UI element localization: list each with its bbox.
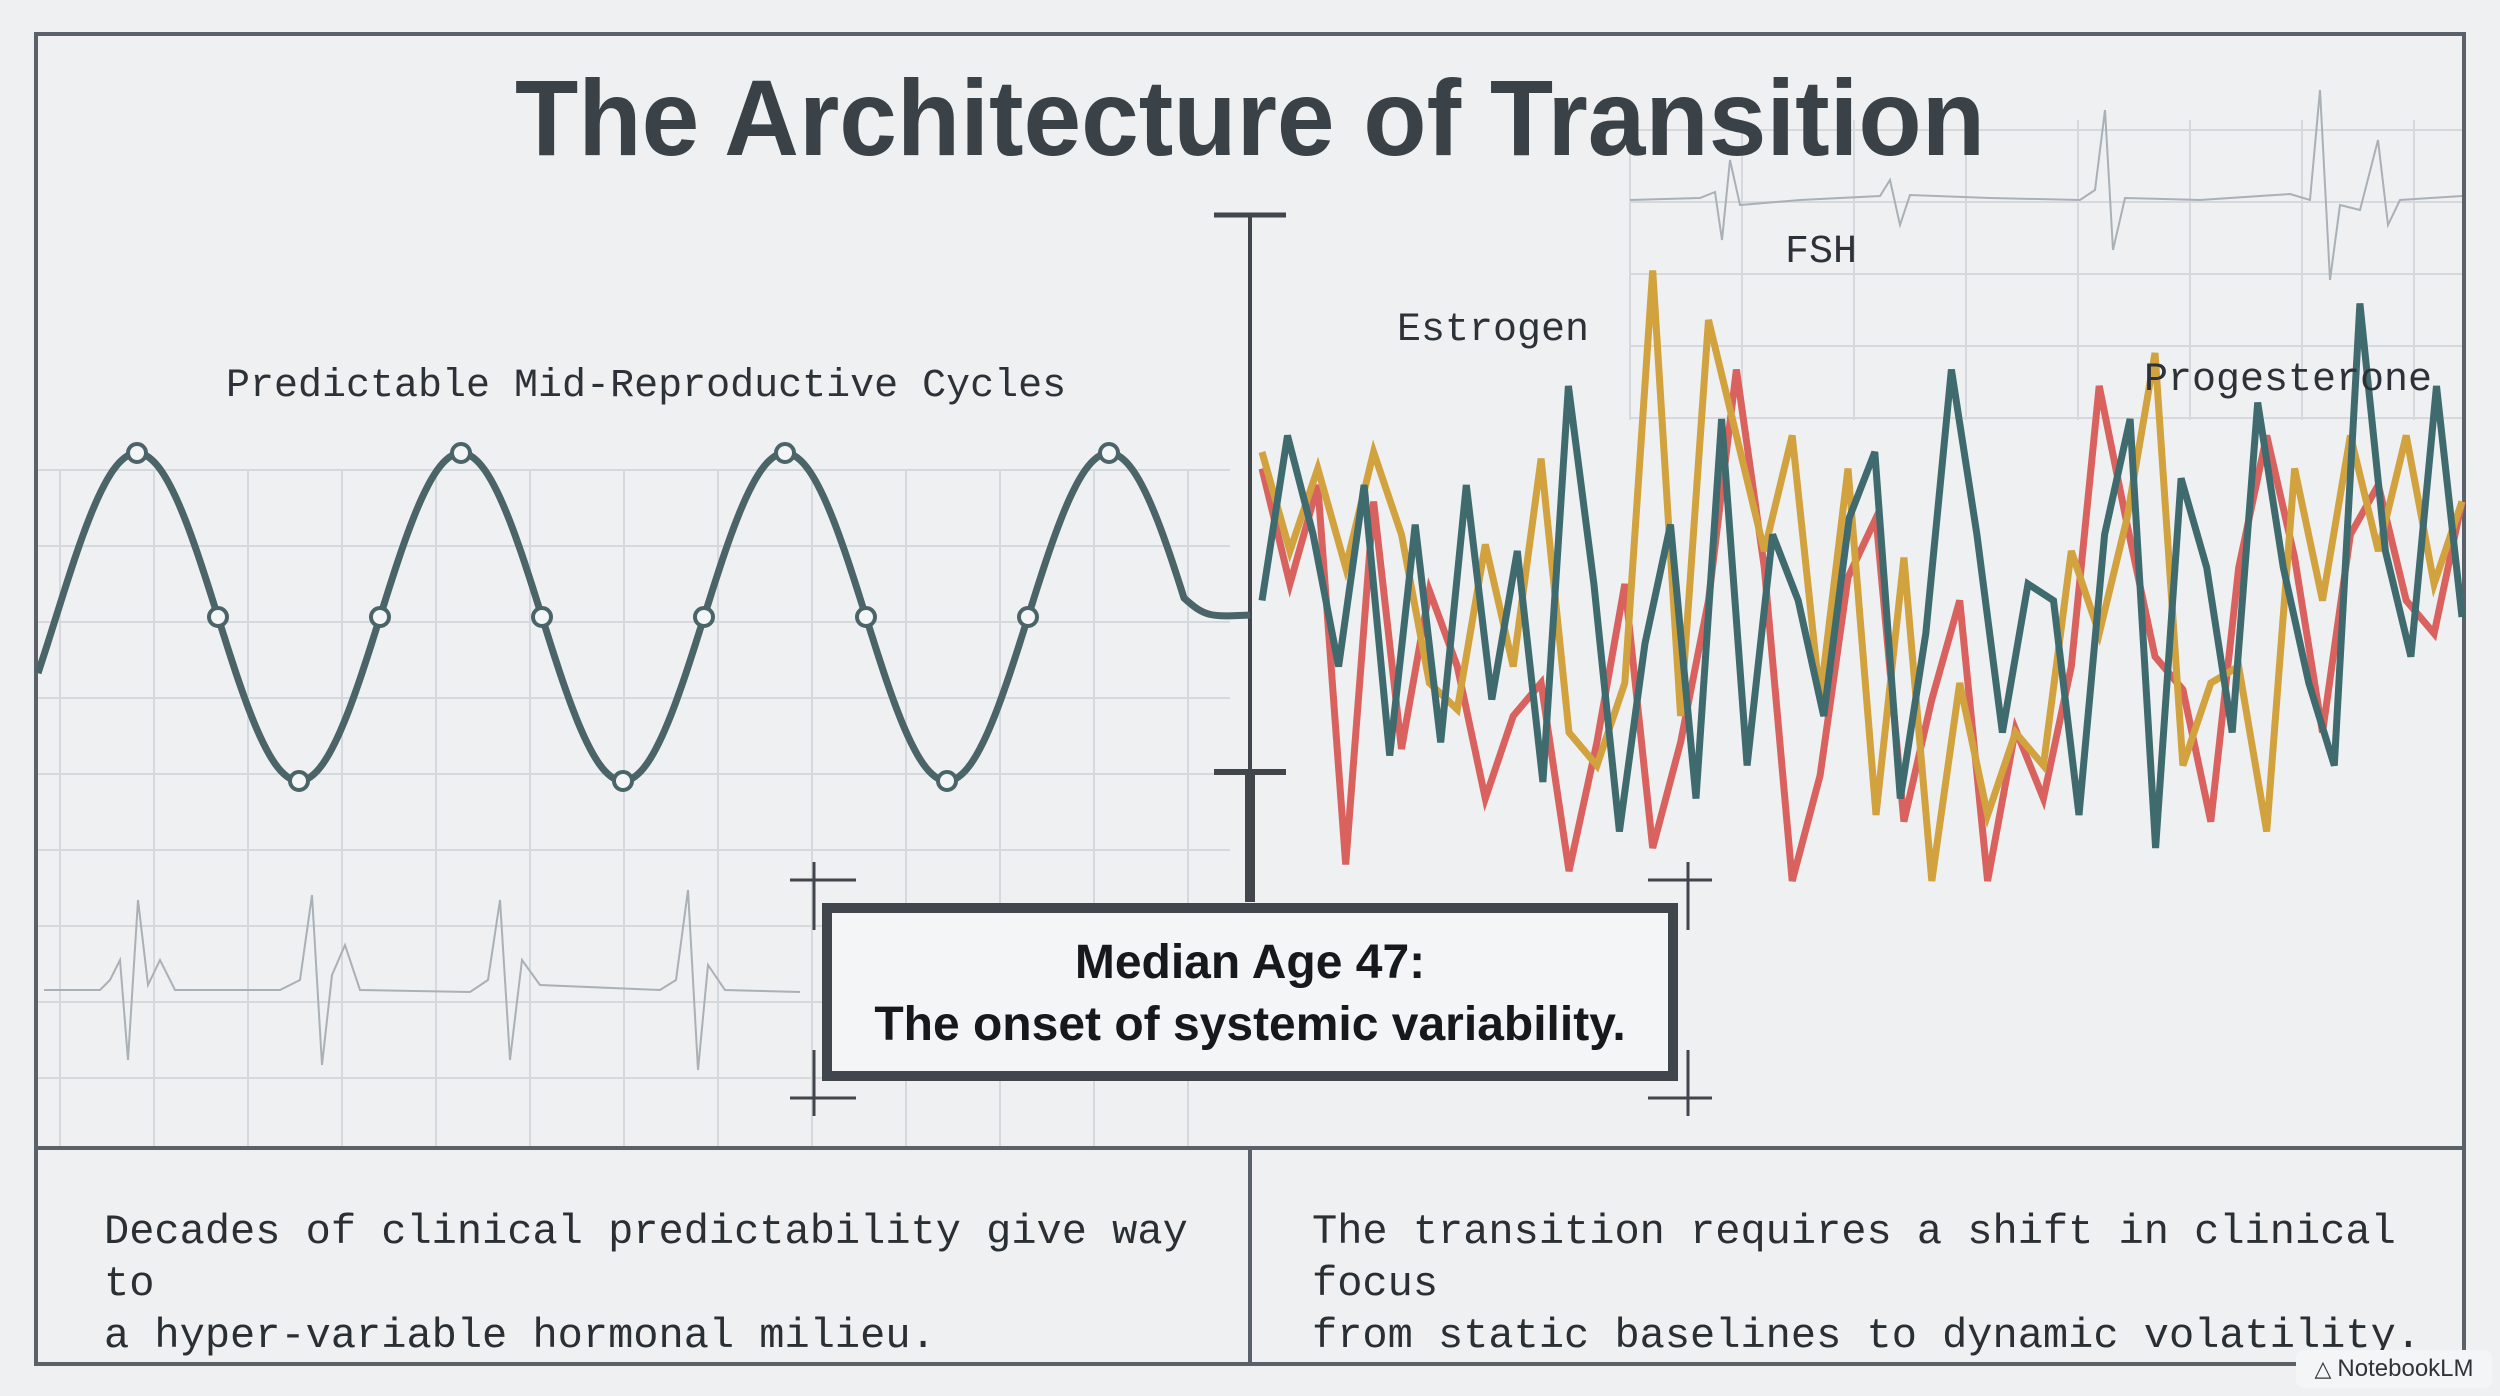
fsh-line [1258,270,2466,882]
progesterone-line [1258,303,2466,849]
badge-label: NotebookLM [2337,1355,2474,1382]
cycle-marker [450,442,472,464]
cycle-marker [288,770,310,792]
footer-left-line-1: Decades of clinical predictability give … [104,1208,1188,1308]
cycle-marker [1017,606,1039,628]
callout-box [822,903,1678,1081]
page-title: The Architecture of Transition [515,57,1985,178]
notebook-logo-icon: △ [2314,1356,2332,1381]
cycle-marker [855,606,877,628]
cycle-markers [126,442,1120,792]
footer-right-text: The transition requires a shift in clini… [1312,1206,2462,1362]
footer-left-line-2: a hyper-variable hormonal milieu. [104,1312,936,1360]
label-estrogen: Estrogen [1397,308,1589,353]
cycle-marker [207,606,229,628]
label-fsh: FSH [1785,230,1857,275]
cycle-marker [1098,442,1120,464]
callout-line-2: The onset of systemic variability. [874,998,1625,1051]
cycle-marker [126,442,148,464]
callout-line-1: Median Age 47: [1075,936,1425,989]
label-predictable-cycles: Predictable Mid-Reproductive Cycles [226,364,1066,409]
label-progesterone: Progesterone [2144,358,2432,403]
callout-registration-marks [790,862,1712,1116]
cycle-marker [774,442,796,464]
footer-right-line-2: from static baselines to dynamic volatil… [1312,1312,2421,1360]
cycle-marker [369,606,391,628]
cycle-marker [693,606,715,628]
cycle-marker [936,770,958,792]
ecg-trace-top [1629,89,2463,281]
cycle-marker [531,606,553,628]
notebooklm-badge: △ NotebookLM [2296,1350,2492,1388]
footer-right-line-1: The transition requires a shift in clini… [1312,1208,2396,1308]
cycle-marker [612,770,634,792]
footer-left-text: Decades of clinical predictability give … [104,1206,1204,1362]
ecg-trace-bottom [44,889,801,1071]
